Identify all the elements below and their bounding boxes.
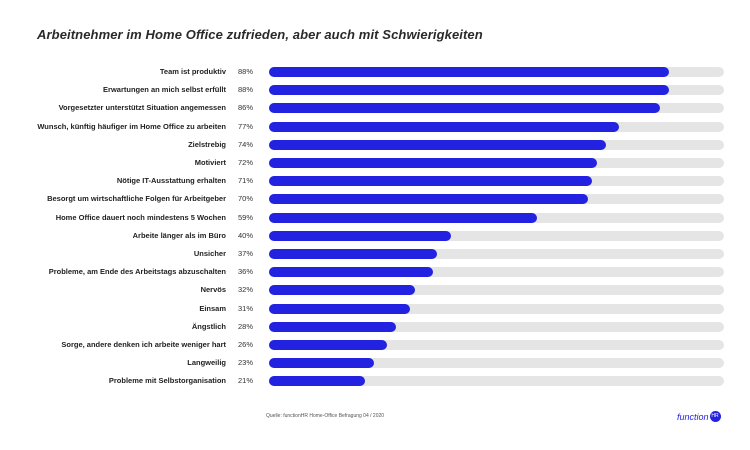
bar-row: Team ist produktiv 88% [0,66,750,78]
bar-row: Nötige IT-Ausstattung erhalten 71% [0,175,750,187]
bar-track [269,358,724,369]
bar-row: Einsam 31% [0,303,750,315]
bar-row: Vorgesetzter unterstützt Situation angem… [0,102,750,114]
bar-chart: Team ist produktiv 88% Erwartungen an mich… [0,66,750,406]
bar [269,158,597,168]
category-label: Probleme, am Ende des Arbeitstags abzusc… [48,267,226,277]
bar [269,139,606,150]
bar [269,103,661,114]
value-label: 77% [238,121,254,131]
category-label: Nötige IT-Ausstattung erhalten [116,176,226,186]
bar-row: Besorgt um wirtschaftliche Folgen für Ar… [0,193,750,205]
value-label: 21% [238,376,254,386]
bar [269,285,415,296]
bar [269,358,374,369]
bar-row: Erwartungen an mich selbst erfüllt 88% [0,84,750,96]
category-label: Wunsch, künftig häufiger im Home Office … [37,121,226,131]
value-label: 74% [238,139,254,149]
bar [269,212,538,223]
category-label: Ängstlich [191,321,226,331]
category-label: Erwartungen an mich selbst erfüllt [103,85,226,95]
bar [269,176,593,187]
value-label: 59% [238,212,254,222]
value-label: 31% [238,303,254,313]
category-label: Home Office dauert noch mindestens 5 Woc… [55,212,226,222]
bar-track [269,267,724,278]
value-label: 37% [238,249,254,258]
bar-track [269,85,724,96]
logo-text: function [677,411,709,422]
bar-row: Ängstlich 28% [0,321,750,333]
value-label: 88% [238,85,254,95]
category-label: Nervös [200,285,226,295]
value-label: 70% [238,194,254,204]
bar-row: Home Office dauert noch mindestens 5 Woc… [0,212,750,224]
bar-row: Unsicher 37% [0,248,750,260]
chart-title: Arbeitnehmer im Home Office zufrieden, a… [37,27,483,42]
bar [269,376,365,387]
value-label: 36% [238,267,254,277]
bar-track [269,249,724,259]
category-label: Vorgesetzter unterstützt Situation angem… [58,103,226,113]
bar [269,340,388,350]
bar-track [269,340,724,350]
bar [269,85,670,96]
bar-track [269,376,724,387]
bar-track [269,176,724,187]
value-label: 32% [238,285,254,295]
bar [269,267,433,278]
value-label: 71% [238,176,254,186]
category-label: Team ist produktiv [159,67,226,76]
bar-track [269,194,724,205]
category-label: Besorgt um wirtschaftliche Folgen für Ar… [47,194,226,204]
bar-row: Motiviert 72% [0,157,750,169]
bar [269,321,397,332]
bar [269,121,620,132]
bar-row: Probleme, am Ende des Arbeitstags abzusc… [0,266,750,278]
category-label: Langweilig [187,358,226,368]
bar-track [269,139,724,150]
logo-badge: HR [709,411,721,422]
bar [269,67,670,77]
bar [269,194,588,205]
bar-track [269,321,724,332]
bar-track [269,103,724,114]
value-label: 86% [238,103,254,113]
category-label: Motiviert [194,158,226,167]
bar-track [269,158,724,168]
value-label: 26% [238,340,254,349]
source-note: Quelle: functionHR Home-Office Befragung… [266,413,385,419]
bar-row: Wunsch, künftig häufiger im Home Office … [0,121,750,133]
value-label: 28% [238,321,254,331]
category-label: Unsicher [193,249,226,258]
bar-track [269,121,724,132]
category-label: Probleme mit Selbstorganisation [108,376,226,386]
bar-track [269,285,724,296]
bar-row: Sorge, andere denken ich arbeite weniger… [0,339,750,351]
functionhr-logo: function HR [677,411,721,422]
value-label: 40% [238,230,254,240]
category-label: Sorge, andere denken ich arbeite weniger… [61,340,226,349]
category-label: Einsam [199,303,226,313]
category-label: Arbeite länger als im Büro [132,230,226,240]
bar-row: Zielstrebig 74% [0,139,750,151]
bar-row: Arbeite länger als im Büro 40% [0,230,750,242]
value-label: 72% [238,158,254,167]
bar-row: Nervös 32% [0,284,750,296]
bar-track [269,67,724,77]
value-label: 88% [238,67,254,76]
bar [269,303,411,314]
bar-row: Langweilig 23% [0,357,750,369]
value-label: 23% [238,358,254,368]
bar-track [269,230,724,241]
category-label: Zielstrebig [188,139,226,149]
bar-track [269,303,724,314]
bar [269,230,451,241]
bar [269,249,438,259]
bar-row: Probleme mit Selbstorganisation 21% [0,375,750,387]
bar-track [269,212,724,223]
